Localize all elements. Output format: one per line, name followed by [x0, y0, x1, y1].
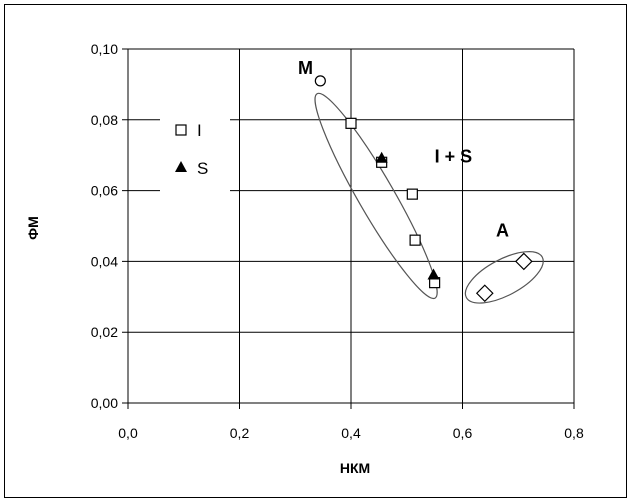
y-tick-label: 0,06: [91, 183, 118, 199]
y-tick-label: 0,02: [91, 324, 118, 340]
cluster-ellipse-a: [464, 251, 544, 304]
point-circle: [314, 75, 326, 87]
y-tick-label: 0,00: [91, 395, 118, 411]
point-diamond: [475, 284, 494, 303]
x-tick-label: 0,6: [453, 425, 473, 441]
y-tick-label: 0,08: [91, 112, 118, 128]
legend-entry: S: [197, 159, 208, 178]
point-diamond: [514, 252, 533, 271]
y-axis-title: ФМ: [25, 216, 41, 240]
annotation-label: A: [496, 221, 509, 241]
cluster-ellipses: [314, 92, 544, 304]
y-tick-label: 0,10: [91, 41, 118, 57]
annotations: M I + S A: [298, 58, 509, 241]
legend-background: [160, 103, 230, 193]
y-tick-label: 0,04: [91, 253, 118, 269]
point-square: [406, 188, 418, 200]
point-square: [409, 234, 421, 246]
x-tick-label: 0,2: [230, 425, 250, 441]
x-tick-label: 0,4: [341, 425, 361, 441]
chart-frame: [4, 4, 627, 498]
x-tick-label: 0,0: [118, 425, 138, 441]
point-square: [345, 117, 357, 129]
x-tick-label: 0,8: [564, 425, 584, 441]
point-triangle: [427, 268, 440, 280]
legend-entry: I: [197, 121, 202, 140]
legend: IS: [160, 103, 230, 193]
legend-marker-square: [175, 124, 187, 136]
cluster-ellipse-i-s: [314, 92, 438, 300]
point-triangle: [375, 151, 388, 163]
legend-marker-triangle: [175, 161, 187, 172]
tick-labels: 0,00 0,02 0,04 0,06 0,08 0,10 0,0 0,2 0,4 0,6 0,8: [91, 41, 584, 441]
data-points: [314, 75, 533, 303]
x-axis-title: НКМ: [340, 460, 370, 476]
annotation-label: I + S: [435, 146, 473, 166]
annotation-label: M: [298, 58, 313, 78]
grid-lines: [122, 48, 575, 409]
